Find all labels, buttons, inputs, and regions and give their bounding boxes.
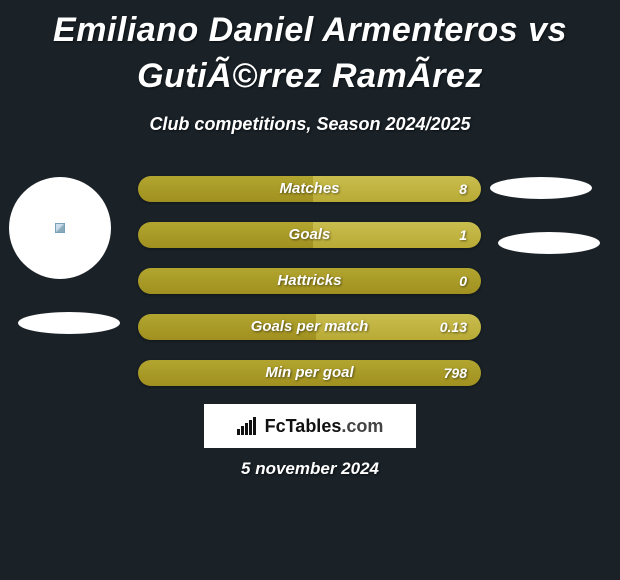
stat-bar: Goals1	[138, 222, 481, 248]
stat-bar: Goals per match0.13	[138, 314, 481, 340]
stat-bar-fill	[138, 360, 481, 386]
stat-bar: Min per goal798	[138, 360, 481, 386]
stat-bar-rest	[313, 176, 481, 202]
page-title: Emiliano Daniel Armenteros vs GutiÃ©rrez…	[0, 0, 620, 100]
stats-bars: Matches8 Goals1 Hattricks0 Goals per match0…	[138, 176, 481, 406]
avatar-placeholder-left	[9, 177, 111, 279]
page-subtitle: Club competitions, Season 2024/2025	[0, 114, 620, 135]
brand-badge: FcTables.com	[204, 404, 416, 448]
decoration-ellipse	[490, 177, 592, 199]
stat-bar-fill	[138, 314, 316, 340]
date-text: 5 november 2024	[0, 459, 620, 479]
stat-bar-fill	[138, 222, 313, 248]
stat-bar-fill	[138, 176, 313, 202]
decoration-ellipse	[498, 232, 600, 254]
bar-chart-icon	[237, 417, 259, 435]
stat-bar-fill	[138, 268, 481, 294]
stat-bar: Hattricks0	[138, 268, 481, 294]
brand-text: FcTables.com	[265, 416, 384, 437]
decoration-ellipse	[18, 312, 120, 334]
stat-bar-rest	[316, 314, 481, 340]
stat-bar-rest	[313, 222, 481, 248]
stat-bar: Matches8	[138, 176, 481, 202]
image-placeholder-icon	[55, 223, 65, 233]
